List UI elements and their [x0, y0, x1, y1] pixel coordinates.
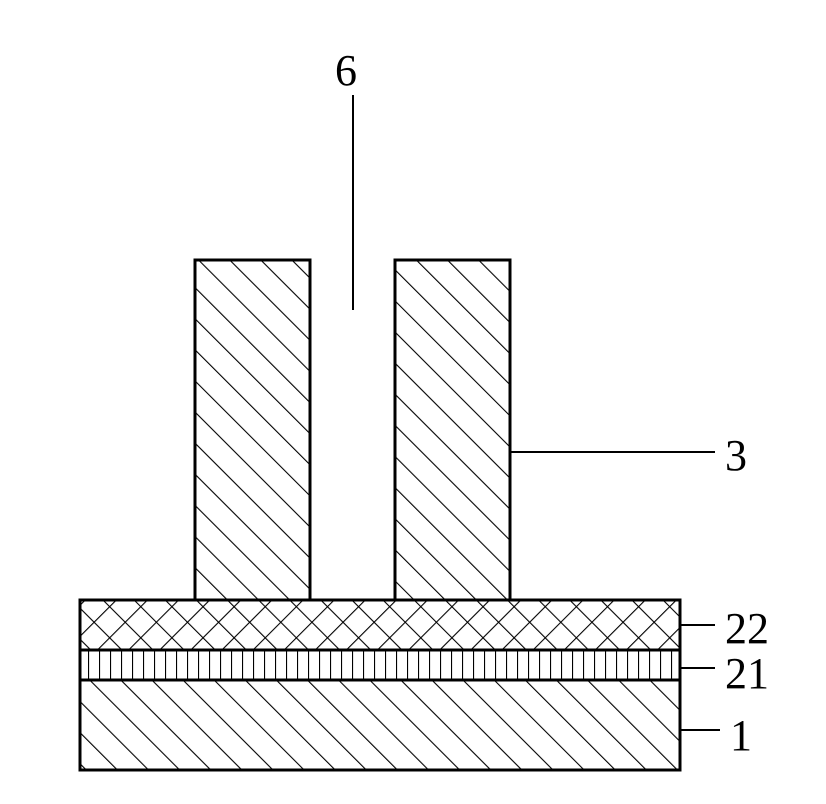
- label-6: 6: [335, 45, 357, 96]
- layer-21: [80, 650, 680, 680]
- label-21: 21: [725, 648, 769, 699]
- cross-section-diagram: [0, 0, 826, 804]
- pillar-left: [195, 260, 310, 600]
- label-22: 22: [725, 603, 769, 654]
- layer-1: [80, 680, 680, 770]
- label-1: 1: [730, 710, 752, 761]
- label-3: 3: [725, 430, 747, 481]
- pillar-right: [395, 260, 510, 600]
